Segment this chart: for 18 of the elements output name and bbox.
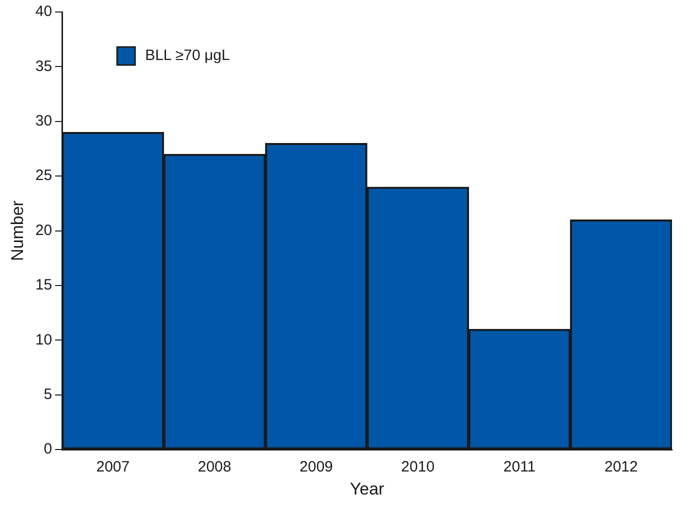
y-tick-label: 0	[44, 440, 52, 458]
y-tick-label: 15	[35, 276, 52, 294]
x-tick-label: 2008	[198, 458, 232, 476]
x-axis-title: Year	[350, 479, 385, 498]
y-tick-label: 10	[35, 331, 52, 348]
x-tick-label: 2010	[401, 458, 435, 476]
y-tick-label: 35	[35, 58, 52, 75]
y-tick-label: 40	[35, 3, 52, 20]
x-tick-label: 2007	[96, 458, 130, 476]
x-tick-label: 2009	[300, 458, 333, 476]
legend-label: BLL ≥70 μgL	[145, 47, 230, 64]
y-tick-label: 25	[35, 167, 52, 184]
x-tick-label: 2011	[503, 458, 536, 476]
y-tick-label: 20	[35, 222, 52, 239]
x-tick-label: 2012	[604, 458, 638, 476]
y-axis-title: Number	[8, 200, 27, 262]
y-tick-label: 30	[35, 112, 52, 130]
y-tick-label: 5	[44, 386, 52, 404]
